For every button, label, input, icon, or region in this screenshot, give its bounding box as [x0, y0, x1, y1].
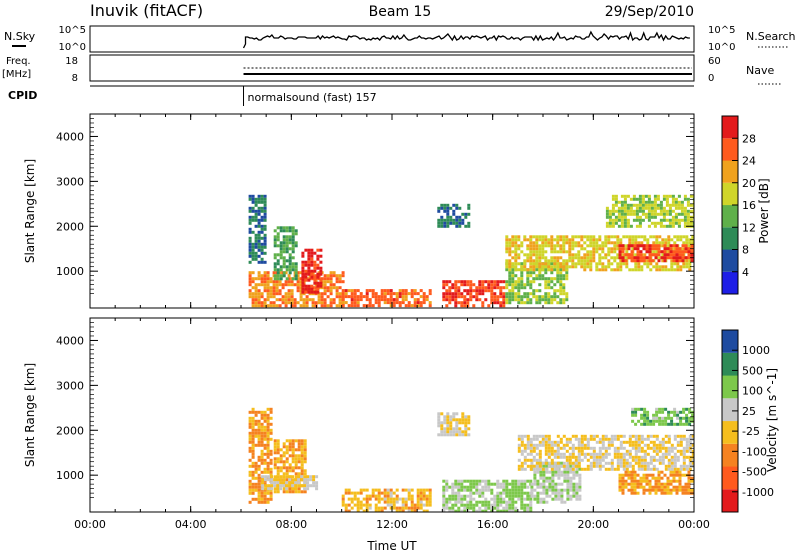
colorbar-tick-label: -100 — [742, 445, 767, 458]
echo-region — [341, 289, 432, 308]
x-tick-label: 20:00 — [577, 518, 609, 531]
x-tick-label: 00:00 — [678, 518, 710, 531]
power-ylabel: Slant Range [km] — [23, 159, 37, 263]
echo-region — [605, 194, 694, 228]
y-tick-label: 1000 — [56, 469, 84, 482]
echo-region — [437, 203, 471, 228]
colorbar-swatch — [722, 375, 738, 399]
colorbar-swatch — [722, 249, 738, 272]
nave-tick-bottom: 0 — [708, 73, 714, 84]
freq-label: Freq. — [6, 56, 31, 67]
velocity-colorbar-label: Velocity [m s^-1] — [765, 368, 779, 472]
x-tick-label: 12:00 — [376, 518, 408, 531]
freq-panel-frame — [89, 54, 695, 82]
nsearch-label: N.Search — [746, 30, 796, 43]
power-panel: 1000 2000 3000 4000 Slant Range [km] 4 8 12 16… — [23, 113, 771, 309]
colorbar-tick-label: 20 — [742, 177, 756, 190]
nsky-tick-top: 10^5 — [59, 25, 86, 36]
velocity-plot-frame — [89, 317, 695, 513]
freq-tick-top: 18 — [65, 56, 78, 67]
colorbar-tick-label: 28 — [742, 132, 756, 145]
freq-tick-bottom: 8 — [72, 73, 78, 84]
nsky-tick-bottom: 10^0 — [59, 42, 86, 53]
colorbar-tick-label: -500 — [742, 466, 767, 479]
colorbar-swatch — [722, 352, 738, 376]
colorbar-swatch — [722, 489, 738, 513]
colorbar-swatch — [722, 398, 738, 422]
echo-region — [273, 226, 298, 281]
echo-region — [631, 407, 694, 426]
echo-region — [442, 479, 533, 512]
echo-region — [261, 475, 319, 491]
time-axis-label: Time UT — [366, 539, 417, 553]
colorbar-swatch — [722, 443, 738, 467]
colorbar-swatch — [722, 421, 738, 444]
colorbar-tick-label: 4 — [742, 266, 749, 279]
echo-region — [517, 434, 694, 471]
y-tick-label: 2000 — [56, 424, 84, 437]
colorbar-frame — [721, 329, 739, 513]
colorbar-swatch — [722, 227, 738, 250]
x-tick-label: 04:00 — [175, 518, 207, 531]
nsearch-tick-top: 10^5 — [708, 25, 735, 36]
colorbar-tick-label: 25 — [742, 405, 756, 418]
cpid-label: CPID — [8, 89, 37, 102]
y-tick-label: 4000 — [56, 130, 84, 143]
colorbar-tick-label: -25 — [742, 425, 760, 438]
colorbar-tick-label: 1000 — [742, 344, 770, 357]
nave-tick-top: 60 — [708, 56, 721, 67]
echo-region — [437, 412, 471, 437]
x-tick-label: 08:00 — [275, 518, 307, 531]
echo-region — [442, 280, 506, 308]
colorbar-tick-label: 500 — [742, 364, 763, 377]
echo-region — [618, 244, 694, 263]
colorbar-swatch — [722, 138, 738, 161]
colorbar-swatch — [722, 330, 738, 353]
colorbar-tick-label: 24 — [742, 155, 756, 168]
colorbar-tick-label: 100 — [742, 385, 763, 398]
freq-unit: [MHz] — [2, 69, 31, 80]
colorbar-tick-label: -1000 — [742, 486, 774, 499]
nave-label: Nave — [746, 64, 774, 77]
echo-region — [248, 407, 273, 504]
date-title: 29/Sep/2010 — [605, 4, 694, 20]
y-tick-label: 3000 — [56, 379, 84, 392]
cpid-text: normalsound (fast) 157 — [248, 91, 377, 104]
nsky-label: N.Sky — [4, 30, 36, 43]
echo-region — [618, 470, 694, 495]
station-title: Inuvik (fitACF) — [90, 1, 203, 20]
colorbar-swatch — [722, 466, 738, 490]
y-tick-label: 3000 — [56, 175, 84, 188]
power-plot-frame — [89, 113, 695, 309]
echo-region — [301, 248, 323, 294]
x-tick-label: 00:00 — [74, 518, 106, 531]
nsky-panel-frame — [89, 25, 695, 53]
colorbar-swatch — [722, 182, 738, 206]
nsearch-tick-bottom: 10^0 — [708, 42, 735, 53]
velocity-ylabel: Slant Range [km] — [23, 363, 37, 467]
echo-region — [341, 488, 432, 512]
colorbar-tick-label: 8 — [742, 244, 749, 257]
colorbar-swatch — [722, 160, 738, 183]
echo-region — [248, 194, 267, 264]
echo-region — [505, 262, 569, 305]
colorbar-tick-label: 12 — [742, 221, 756, 234]
y-tick-label: 2000 — [56, 220, 84, 233]
nsky-trace — [242, 30, 690, 49]
x-tick-label: 16:00 — [477, 518, 509, 531]
y-tick-label: 4000 — [56, 334, 84, 347]
colorbar-tick-label: 16 — [742, 199, 756, 212]
velocity-panel: 00:00 04:00 08:00 12:00 16:00 20:00 00:00 1000 2… — [23, 317, 779, 553]
power-colorbar-label: Power [dB] — [757, 178, 771, 243]
beam-title: Beam 15 — [369, 4, 432, 20]
y-tick-label: 1000 — [56, 265, 84, 278]
colorbar-swatch — [722, 205, 738, 228]
colorbar-swatch — [722, 116, 738, 139]
colorbar-swatch — [722, 271, 738, 295]
